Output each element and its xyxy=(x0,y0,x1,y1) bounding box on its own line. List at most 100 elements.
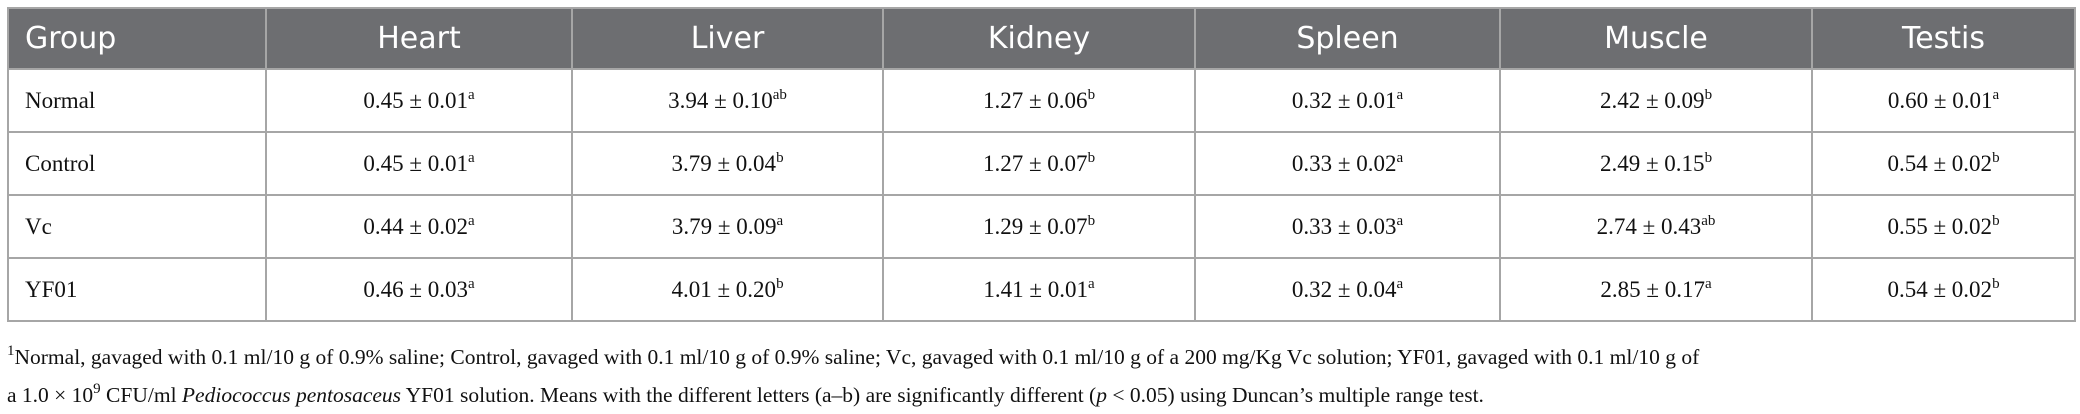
significance-letter: a xyxy=(1087,275,1095,292)
cell-value: 1.41 ± 0.01 xyxy=(983,276,1088,302)
cell-value: 0.54 ± 0.02 xyxy=(1887,276,1993,302)
value-cell: 3.79 ± 0.04b xyxy=(571,131,884,196)
cell-value: 4.01 ± 0.20 xyxy=(671,276,777,302)
significance-letter: a xyxy=(776,212,784,229)
value-cell: 4.01 ± 0.20b xyxy=(571,257,884,322)
significance-letter: a xyxy=(1704,275,1712,292)
value-cell: 0.45 ± 0.01a xyxy=(265,131,573,196)
value-cell: 0.46 ± 0.03a xyxy=(265,257,573,322)
value-cell: 0.55 ± 0.02b xyxy=(1811,194,2076,259)
value-cell: 2.74 ± 0.43ab xyxy=(1499,194,1813,259)
table-row: Vc 0.44 ± 0.02a 3.79 ± 0.09a 1.29 ± 0.07b 0.… xyxy=(7,194,2076,259)
cell-value: 0.44 ± 0.02 xyxy=(363,213,468,239)
significance-letter: b xyxy=(1087,149,1096,166)
value-cell: 0.45 ± 0.01a xyxy=(265,68,573,133)
group-cell: Normal xyxy=(7,68,267,133)
cell-value: 0.54 ± 0.02 xyxy=(1887,150,1993,176)
value-cell: 1.27 ± 0.06b xyxy=(882,68,1196,133)
species-name: Pediococcus pentosaceus xyxy=(181,383,402,407)
cell-value: 2.49 ± 0.15 xyxy=(1599,150,1705,176)
footnote-marker: 1 xyxy=(7,343,15,359)
group-cell: Vc xyxy=(7,194,267,259)
significance-letter: a xyxy=(467,212,475,229)
exponent: 9 xyxy=(93,381,101,397)
data-table: Group Heart Liver Kidney Spleen Muscle Testis … xyxy=(7,7,2076,322)
value-cell: 0.54 ± 0.02b xyxy=(1811,257,2076,322)
value-cell: 3.94 ± 0.10ab xyxy=(571,68,884,133)
header-cell: Testis xyxy=(1811,7,2076,70)
significance-letter: b xyxy=(1992,212,2000,229)
significance-letter: ab xyxy=(1701,212,1716,229)
significance-letter: a xyxy=(467,149,475,166)
cell-value: 3.79 ± 0.04 xyxy=(671,150,777,176)
value-cell: 1.41 ± 0.01a xyxy=(882,257,1196,322)
cell-value: 0.60 ± 0.01 xyxy=(1887,87,1993,113)
cell-value: 2.42 ± 0.09 xyxy=(1599,87,1705,113)
significance-letter: ab xyxy=(772,86,787,103)
significance-letter: b xyxy=(776,275,784,292)
cell-value: 1.29 ± 0.07 xyxy=(982,213,1088,239)
cell-value: 2.74 ± 0.43 xyxy=(1596,213,1702,239)
value-cell: 0.44 ± 0.02a xyxy=(265,194,573,259)
significance-letter: b xyxy=(776,149,784,166)
header-cell: Liver xyxy=(571,7,884,70)
significance-letter: b xyxy=(1087,212,1096,229)
header-cell: Spleen xyxy=(1194,7,1501,70)
value-cell: 0.32 ± 0.04a xyxy=(1194,257,1501,322)
cell-value: 0.33 ± 0.03 xyxy=(1291,213,1397,239)
significance-letter: a xyxy=(1396,275,1404,292)
cell-value: 2.85 ± 0.17 xyxy=(1600,276,1705,302)
value-cell: 2.49 ± 0.15b xyxy=(1499,131,1813,196)
value-cell: 1.29 ± 0.07b xyxy=(882,194,1196,259)
header-cell: Muscle xyxy=(1499,7,1813,70)
cell-value: 0.45 ± 0.01 xyxy=(363,87,468,113)
footnote: 1Normal, gavaged with 0.1 ml/10 g of 0.9… xyxy=(7,338,1699,414)
value-cell: 0.60 ± 0.01a xyxy=(1811,68,2076,133)
significance-letter: b xyxy=(1992,275,2000,292)
table-row: Normal 0.45 ± 0.01a 3.94 ± 0.10ab 1.27 ± 0.… xyxy=(7,68,2076,133)
footnote-text: Normal, gavaged with 0.1 ml/10 g of 0.9%… xyxy=(14,345,1700,369)
significance-letter: b xyxy=(1087,86,1096,103)
value-cell: 0.32 ± 0.01a xyxy=(1194,68,1501,133)
value-cell: 1.27 ± 0.07b xyxy=(882,131,1196,196)
value-cell: 2.85 ± 0.17a xyxy=(1499,257,1813,322)
table-wrapper: Group Heart Liver Kidney Spleen Muscle Testis … xyxy=(7,7,2076,322)
cell-value: 0.46 ± 0.03 xyxy=(363,276,468,302)
significance-letter: a xyxy=(1396,212,1404,229)
value-cell: 0.33 ± 0.02a xyxy=(1194,131,1501,196)
value-cell: 3.79 ± 0.09a xyxy=(571,194,884,259)
table-row: Control 0.45 ± 0.01a 3.79 ± 0.04b 1.27 ± 0.… xyxy=(7,131,2076,196)
group-cell: YF01 xyxy=(7,257,267,322)
cell-value: 0.45 ± 0.01 xyxy=(363,150,468,176)
header-cell: Kidney xyxy=(882,7,1196,70)
table-row: YF01 0.46 ± 0.03a 4.01 ± 0.20b 1.41 ± 0.01a… xyxy=(7,257,2076,322)
header-cell: Group xyxy=(7,7,267,70)
significance-letter: b xyxy=(1992,149,2000,166)
cell-value: 3.79 ± 0.09 xyxy=(671,213,777,239)
significance-letter: b xyxy=(1704,86,1713,103)
header-row: Group Heart Liver Kidney Spleen Muscle Testis xyxy=(7,7,2076,70)
cell-value: 1.27 ± 0.06 xyxy=(982,87,1088,113)
footnote-text: CFU/ml xyxy=(100,383,182,407)
cell-value: 0.32 ± 0.01 xyxy=(1291,87,1397,113)
significance-letter: a xyxy=(1396,149,1404,166)
footnote-text: YF01 solution. Means with the different … xyxy=(401,383,1097,407)
value-cell: 0.54 ± 0.02b xyxy=(1811,131,2076,196)
value-cell: 0.33 ± 0.03a xyxy=(1194,194,1501,259)
significance-letter: a xyxy=(1396,86,1404,103)
p-symbol: p xyxy=(1096,383,1107,407)
value-cell: 2.42 ± 0.09b xyxy=(1499,68,1813,133)
cell-value: 0.55 ± 0.02 xyxy=(1887,213,1993,239)
footnote-text: a 1.0 × 10 xyxy=(7,383,94,407)
header-cell: Heart xyxy=(265,7,573,70)
significance-letter: a xyxy=(467,275,475,292)
significance-letter: b xyxy=(1704,149,1713,166)
cell-value: 0.33 ± 0.02 xyxy=(1291,150,1397,176)
significance-letter: a xyxy=(1992,86,2000,103)
group-cell: Control xyxy=(7,131,267,196)
footnote-text: < 0.05) using Duncan’s multiple range te… xyxy=(1106,383,1484,407)
cell-value: 0.32 ± 0.04 xyxy=(1291,276,1397,302)
table-body: Normal 0.45 ± 0.01a 3.94 ± 0.10ab 1.27 ± 0.… xyxy=(7,68,2076,322)
